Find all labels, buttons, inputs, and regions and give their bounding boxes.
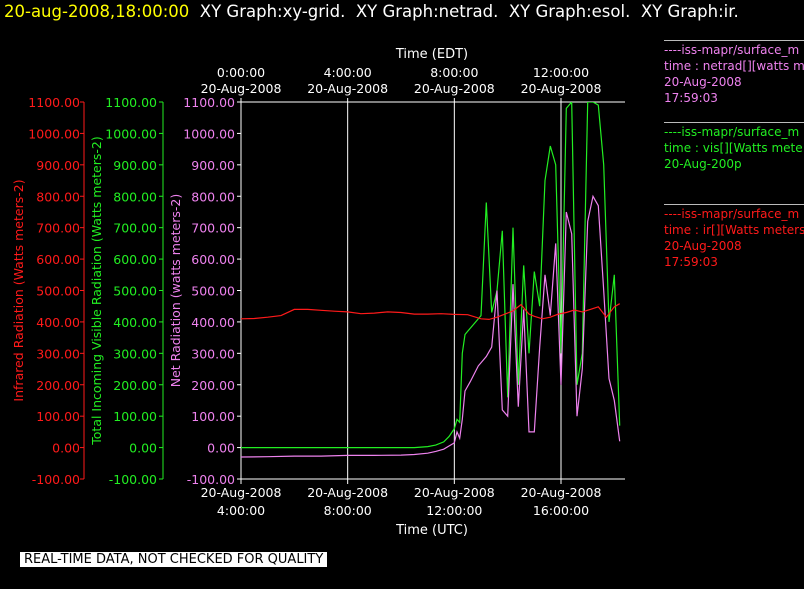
y-tick-label-net: 300.00	[191, 346, 235, 361]
y-tick-label-vis: 1000.00	[105, 126, 157, 141]
y-tick-label-vis: -100.00	[109, 472, 157, 487]
legend-time	[664, 172, 804, 188]
y-tick-label-vis: 300.00	[113, 346, 157, 361]
y-tick-label-ir: 0.00	[52, 441, 80, 456]
top-axis-tick-time: 4:00:00	[324, 65, 372, 80]
y-tick-label-vis: 200.00	[113, 378, 157, 393]
legend-source: ----iss-mapr/surface_m	[664, 43, 800, 57]
legend-date: 20-Aug-2008	[664, 239, 742, 253]
y-tick-label-vis: 1100.00	[105, 95, 157, 110]
y-tick-label-vis: 600.00	[113, 252, 157, 267]
y-tick-label-ir: 700.00	[36, 221, 80, 236]
y-tick-label-net: 200.00	[191, 378, 235, 393]
y-tick-label-net: 0.00	[207, 441, 235, 456]
legend-field: time : netrad[][watts m	[664, 59, 804, 73]
y-tick-label-ir: 300.00	[36, 346, 80, 361]
y-tick-label-vis: 400.00	[113, 315, 157, 330]
y-tick-label-ir: 500.00	[36, 284, 80, 299]
bottom-axis-tick-date: 20-Aug-2008	[521, 485, 602, 500]
header-timestamp: 20-aug-2008,18:00:00	[4, 2, 190, 21]
y-tick-label-ir: 900.00	[36, 158, 80, 173]
y-tick-label-ir: 1000.00	[28, 126, 80, 141]
graph-title-ir: XY Graph:ir.	[640, 2, 739, 21]
bottom-axis-tick-date: 20-Aug-2008	[414, 485, 495, 500]
top-axis-tick-time: 12:00:00	[533, 65, 589, 80]
y-tick-label-net: 600.00	[191, 252, 235, 267]
y-tick-label-vis: 800.00	[113, 189, 157, 204]
y-tick-label-net: 500.00	[191, 284, 235, 299]
legend-field: time : vis[][Watts mete	[664, 141, 803, 155]
y-tick-label-ir: 1100.00	[28, 95, 80, 110]
y-tick-label-ir: 100.00	[36, 409, 80, 424]
y-axis-title-net: Net Radiation (watts meters-2)	[168, 194, 183, 387]
y-tick-label-net: -100.00	[187, 472, 235, 487]
y-tick-label-ir: 200.00	[36, 378, 80, 393]
y-tick-label-net: 1100.00	[183, 95, 235, 110]
y-tick-label-net: 1000.00	[183, 126, 235, 141]
legend-date: 20-Aug-2008	[664, 75, 742, 89]
y-tick-label-ir: 600.00	[36, 252, 80, 267]
series-line-vis	[241, 102, 621, 449]
y-tick-label-vis: 500.00	[113, 284, 157, 299]
bottom-axis-tick-time: 16:00:00	[533, 503, 589, 518]
graph-title-netrad: XY Graph:netrad.	[355, 2, 499, 21]
y-tick-label-net: 700.00	[191, 221, 235, 236]
y-tick-label-vis: 700.00	[113, 221, 157, 236]
legend-date: 20-Aug-200p	[664, 157, 742, 171]
header-bar: 20-aug-2008,18:00:00 XY Graph:xy-grid. X…	[4, 2, 739, 21]
y-tick-label-net: 800.00	[191, 189, 235, 204]
quality-disclaimer: REAL-TIME DATA, NOT CHECKED FOR QUALITY	[20, 552, 328, 567]
y-tick-label-ir: 400.00	[36, 315, 80, 330]
bottom-axis-tick-date: 20-Aug-2008	[307, 485, 388, 500]
top-axis-tick-date: 20-Aug-2008	[414, 81, 495, 96]
legend-time: 17:59:03	[664, 91, 718, 105]
y-tick-label-ir: 800.00	[36, 189, 80, 204]
y-tick-label-net: 400.00	[191, 315, 235, 330]
y-tick-label-ir: -100.00	[32, 472, 80, 487]
top-axis-tick-date: 20-Aug-2008	[307, 81, 388, 96]
series-line-ir	[241, 303, 620, 321]
graph-title-esol: XY Graph:esol.	[508, 2, 631, 21]
top-axis-tick-date: 20-Aug-2008	[201, 81, 282, 96]
top-axis-tick-date: 20-Aug-2008	[521, 81, 602, 96]
y-axis-title-ir: Infrared Radiation (Watts meters-2)	[11, 179, 26, 401]
bottom-axis-title: Time (UTC)	[395, 523, 468, 538]
bottom-axis-tick-time: 12:00:00	[426, 503, 482, 518]
top-axis-tick-time: 8:00:00	[430, 65, 478, 80]
graph-title-xy-grid: XY Graph:xy-grid.	[199, 2, 346, 21]
top-axis-tick-time: 0:00:00	[217, 65, 265, 80]
y-tick-label-vis: 100.00	[113, 409, 157, 424]
series-line-net	[241, 194, 621, 458]
bottom-axis-tick-date: 20-Aug-2008	[201, 485, 282, 500]
bottom-axis-tick-time: 4:00:00	[217, 503, 265, 518]
legend-time: 17:59:03	[664, 255, 718, 269]
y-tick-label-vis: 0.00	[129, 441, 157, 456]
y-tick-label-net: 100.00	[191, 409, 235, 424]
legend-source: ----iss-mapr/surface_m	[664, 207, 800, 221]
top-axis-title: Time (EDT)	[395, 47, 468, 62]
y-tick-label-vis: 900.00	[113, 158, 157, 173]
y-tick-label-net: 900.00	[191, 158, 235, 173]
bottom-axis-tick-time: 8:00:00	[324, 503, 372, 518]
legend-source: ----iss-mapr/surface_m	[664, 125, 800, 139]
legend-field: time : ir[][Watts meters	[664, 223, 804, 237]
y-axis-title-vis: Total Incoming Visible Radiation (Watts …	[89, 136, 104, 445]
